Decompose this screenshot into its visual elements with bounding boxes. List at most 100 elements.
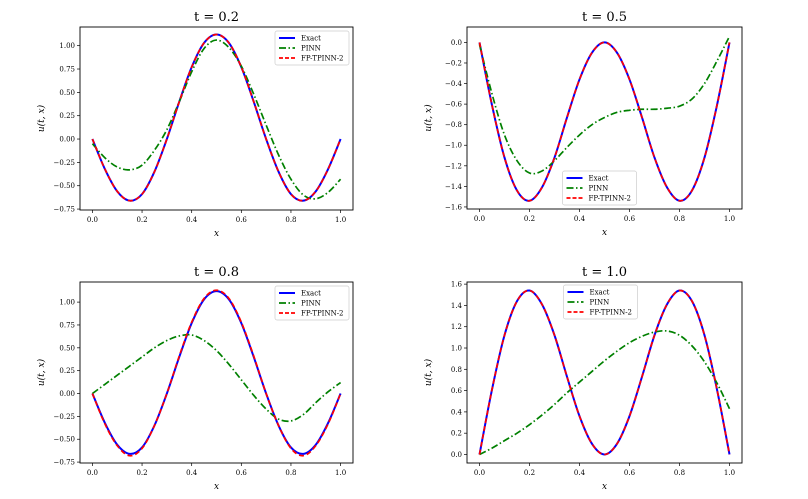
y-tick-label: 0.75 [59, 321, 75, 329]
x-tick-label: 0.2 [136, 216, 147, 224]
legend-label: PINN [590, 299, 610, 307]
chart-title: t = 0.5 [582, 10, 627, 25]
x-tick-label: 0.8 [285, 469, 296, 477]
series-line-fp-tpinn-2 [478, 41, 731, 202]
y-tick-label: 0.00 [59, 390, 75, 398]
x-tick-label: 0.4 [186, 469, 198, 477]
y-tick-label: −1.4 [445, 183, 463, 191]
x-tick-label: 0.4 [186, 216, 198, 224]
y-tick-label: 0.4 [451, 408, 463, 416]
y-tick-label: −0.25 [54, 413, 75, 421]
series-group [91, 289, 342, 457]
series-group [478, 35, 731, 202]
y-tick-label: −0.25 [54, 159, 75, 167]
x-tick-label: 0.0 [474, 215, 485, 223]
subplot-2: t = 0.5 0.0 0.2 0.4 0.6 0.8 1.0 −1.6 −1.4 −1.2 −1.… [423, 10, 743, 238]
subplot-1: t = 0.2 0.0 0.2 0.4 0.6 0.8 1.0 −0.75 −0.50 −0.25… [36, 10, 354, 239]
axes-frame [79, 281, 354, 464]
y-tick-label: 1.00 [59, 299, 75, 307]
chart-title: t = 0.8 [194, 265, 239, 280]
y-tick-label: 0.50 [59, 89, 75, 97]
subplot-3: t = 0.8 0.0 0.2 0.4 0.6 0.8 1.0 −0.75 −0.50 −0.25… [36, 265, 354, 492]
legend-label: Exact [301, 290, 321, 298]
x-axis-label: x [214, 229, 219, 239]
x-tick-label: 0.0 [474, 469, 485, 477]
axes-frame [79, 26, 354, 211]
x-axis-label: x [214, 482, 219, 492]
y-tick-label: 0.75 [59, 66, 75, 74]
y-axis-label: u(t, x) [36, 358, 47, 386]
series-line-pinn [91, 333, 342, 423]
x-tick-label: 0.2 [524, 215, 535, 223]
series-group [91, 33, 342, 202]
y-tick-label: 1.00 [59, 42, 75, 50]
y-tick-label: 0.2 [451, 430, 462, 438]
x-tick-label: 0.6 [236, 216, 248, 224]
x-tick-label: 0.6 [624, 469, 636, 477]
subplot-4: t = 1.0 0.0 0.2 0.4 0.6 0.8 1.0 0.0 0.2 0.4 0.6 0.8… [423, 265, 743, 492]
legend-label: PINN [589, 185, 609, 193]
legend: Exact PINN FP-TPINN-2 [274, 30, 350, 66]
series-group [478, 289, 731, 456]
series-line-pinn [91, 39, 342, 200]
legend: Exact PINN FP-TPINN-2 [563, 284, 638, 320]
y-tick-label: −0.6 [445, 101, 463, 109]
series-line-pinn [478, 35, 731, 175]
y-tick-label: 1.0 [451, 345, 462, 353]
x-tick-label: 0.0 [87, 216, 98, 224]
series-line-fp-tpinn-2 [91, 289, 342, 457]
y-tick-label: 0.0 [451, 451, 462, 459]
series-line-fp-tpinn-2 [478, 289, 731, 456]
y-tick-label: 0.6 [451, 387, 463, 395]
y-tick-label: −0.50 [54, 182, 75, 190]
y-tick-label: 1.2 [451, 323, 462, 331]
y-tick-label: −1.2 [445, 162, 462, 170]
legend-label: FP-TPINN-2 [301, 55, 344, 63]
x-axis-label: x [602, 482, 607, 492]
legend: Exact PINN FP-TPINN-2 [562, 170, 637, 206]
legend-label: FP-TPINN-2 [301, 310, 344, 318]
x-axis-label: x [602, 228, 607, 238]
x-tick-label: 0.2 [524, 469, 535, 477]
y-tick-label: 0.0 [451, 39, 462, 47]
chart-title: t = 1.0 [582, 265, 627, 280]
x-tick-label: 1.0 [335, 469, 346, 477]
y-tick-label: −0.75 [54, 206, 75, 214]
series-line-exact [91, 290, 342, 455]
series-line-pinn [479, 329, 731, 456]
x-tick-label: 0.6 [236, 469, 248, 477]
y-axis-label: u(t, x) [36, 104, 47, 132]
y-tick-label: −0.8 [445, 121, 462, 129]
legend-label: PINN [301, 300, 321, 308]
y-axis-label: u(t, x) [423, 104, 434, 132]
legend-label: Exact [590, 289, 610, 297]
legend-box [563, 284, 638, 320]
axes-frame [466, 26, 743, 210]
chart-title: t = 0.2 [194, 10, 239, 25]
x-tick-label: 1.0 [724, 469, 735, 477]
y-tick-label: 0.50 [59, 344, 75, 352]
x-tick-label: 0.4 [574, 215, 586, 223]
x-tick-label: 1.0 [335, 216, 346, 224]
y-tick-label: 0.25 [59, 112, 75, 120]
x-tick-label: 0.2 [136, 469, 147, 477]
y-tick-label: −0.2 [445, 59, 462, 67]
x-tick-label: 0.8 [674, 469, 685, 477]
series-line-fp-tpinn-2 [91, 33, 342, 202]
x-tick-label: 1.0 [724, 215, 735, 223]
x-tick-label: 0.8 [674, 215, 685, 223]
x-tick-label: 0.8 [285, 216, 296, 224]
y-tick-label: 0.8 [451, 366, 462, 374]
axes-frame [466, 281, 743, 464]
legend-label: FP-TPINN-2 [589, 195, 632, 203]
legend-label: FP-TPINN-2 [590, 309, 633, 317]
legend-label: PINN [301, 45, 321, 53]
y-tick-label: −1.0 [445, 142, 462, 150]
y-tick-label: −0.75 [54, 459, 75, 467]
x-tick-label: 0.0 [87, 469, 98, 477]
legend-label: Exact [301, 35, 321, 43]
x-tick-label: 0.6 [624, 215, 636, 223]
y-tick-label: 0.00 [59, 136, 75, 144]
legend: Exact PINN FP-TPINN-2 [274, 285, 350, 321]
